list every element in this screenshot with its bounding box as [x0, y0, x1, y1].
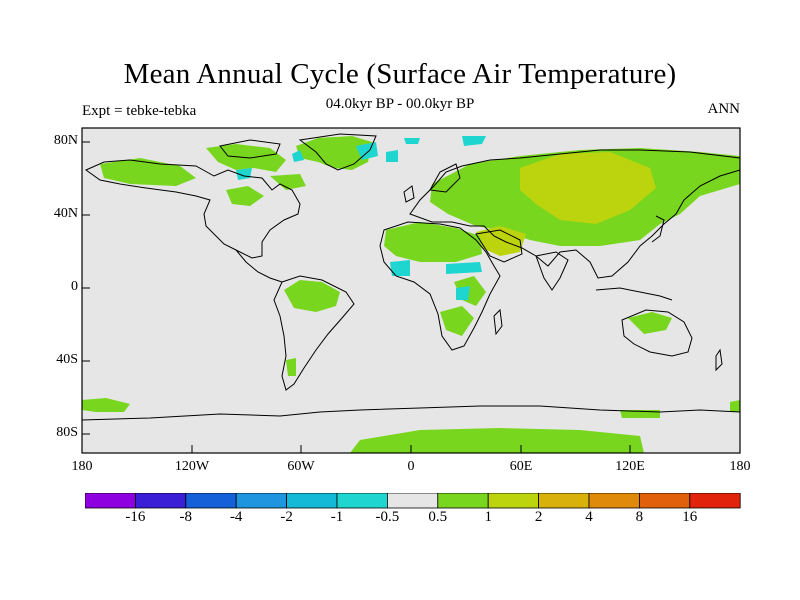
colorbar-swatch: [437, 493, 489, 509]
colorbar-swatch: [235, 493, 287, 509]
anomaly-patch-southern-africa: [440, 306, 474, 336]
anomaly-patch-cool-westafrica: [390, 260, 410, 276]
colorbar-tick-label: 16: [682, 509, 698, 525]
anomaly-patch-arabia: [476, 226, 526, 256]
lon-label-180e: 180: [729, 459, 751, 474]
colorbar-swatch: [336, 493, 388, 509]
anomaly-patch-cool-horn: [446, 262, 482, 274]
coast-new-zealand: [715, 348, 723, 372]
anomaly-patch-antarctica-south-pole: [82, 398, 130, 412]
colorbar-swatch: [286, 493, 338, 509]
colorbar-swatch: [487, 493, 540, 509]
colorbar-tick-label: 8: [635, 509, 644, 525]
colorbar-tick-label: 4: [585, 509, 593, 525]
colorbar-swatch: [386, 493, 439, 509]
anomaly-patch-patagonia: [286, 358, 296, 376]
coast-arabia: [475, 229, 523, 263]
anomaly-patch-australia: [628, 312, 672, 334]
anomaly-patch-sahara: [384, 222, 482, 262]
colorbar-swatch: [538, 493, 590, 509]
colorbar-tick-label: -0.5: [375, 509, 400, 525]
colorbar-tick-label: -4: [229, 509, 243, 525]
lon-label-60w: 60W: [287, 459, 315, 474]
colorbar-tick-label: -16: [125, 509, 146, 525]
anomaly-patch-cool-centralafrica: [456, 286, 470, 300]
coast-africa: [379, 221, 501, 351]
lat-label-80s: 80S: [56, 425, 78, 440]
lon-label-180w: 180: [71, 459, 93, 474]
coast-north-america: [84, 159, 301, 259]
anomaly-patch-canada: [226, 186, 264, 206]
season-label: ANN: [707, 101, 741, 117]
lon-label-60e: 60E: [509, 459, 533, 474]
lon-label-120w: 120W: [174, 459, 210, 474]
anomaly-patch-cool-greenland: [356, 142, 378, 160]
coast-central-america: [235, 249, 283, 283]
anomaly-patch-hudson: [270, 174, 306, 190]
anomaly-patch-antarctica-edge: [730, 400, 740, 412]
experiment-label: Expt = tebke-tebka: [82, 103, 197, 119]
anomaly-patch-cool-labrador: [236, 168, 252, 180]
anomaly-patch-cool-arctic-a: [462, 136, 486, 146]
coast-scandinavia: [429, 163, 461, 193]
colorbar-tick-label: 1: [484, 509, 492, 525]
lat-label-0: 0: [71, 279, 78, 294]
axis-ticks: [81, 141, 741, 453]
chart-subtitle: 04.0kyr BP - 00.0kyr BP: [325, 96, 475, 112]
anomaly-patch-greenland: [296, 136, 372, 170]
coast-eurasia: [409, 149, 741, 279]
colorbar-swatch: [689, 493, 741, 509]
coast-britain: [403, 185, 415, 203]
colorbar-tick-label: -2: [280, 509, 293, 525]
colorbar-tick-label: -8: [179, 509, 193, 525]
lat-label-40n: 40N: [53, 206, 78, 221]
colorbar-swatch: [85, 493, 136, 509]
anomaly-patch-siberia-warm: [520, 152, 656, 224]
coast-japan: [651, 215, 665, 243]
colorbar-tick-label: 2: [534, 509, 543, 525]
chart-title: Mean Annual Cycle (Surface Air Temperatu…: [123, 58, 677, 90]
lat-label-40s: 40S: [56, 352, 78, 367]
colorbar-swatch: [588, 493, 640, 509]
colorbar-swatch: [135, 493, 187, 509]
colorbar-tick-label: 0.5: [428, 509, 448, 525]
anomaly-patch-cool-scandinavia: [292, 150, 304, 162]
lon-label-0: 0: [407, 459, 415, 474]
coast-greenland: [298, 133, 377, 171]
anomaly-patch-cool-barents: [386, 150, 398, 162]
coast-madagascar: [493, 308, 503, 336]
coast-india: [535, 251, 569, 291]
coast-indonesia: [595, 287, 673, 301]
lon-label-120e: 120E: [615, 459, 645, 474]
coast-australia: [621, 309, 693, 357]
colorbar: [85, 493, 741, 509]
coastlines: [81, 133, 741, 421]
lat-label-80n: 80N: [53, 133, 78, 148]
coast-arctic-islands: [219, 139, 281, 159]
anomaly-patch-antarctica-east: [350, 428, 644, 453]
colorbar-tick-label: -1: [330, 509, 344, 525]
anomaly-patch-amazon: [284, 280, 340, 312]
colorbar-swatch: [639, 493, 691, 509]
coast-antarctica: [81, 405, 741, 421]
colorbar-swatch: [185, 493, 237, 509]
coast-south-america: [273, 275, 355, 391]
anomaly-patch-cool-arctic-b: [404, 138, 420, 144]
